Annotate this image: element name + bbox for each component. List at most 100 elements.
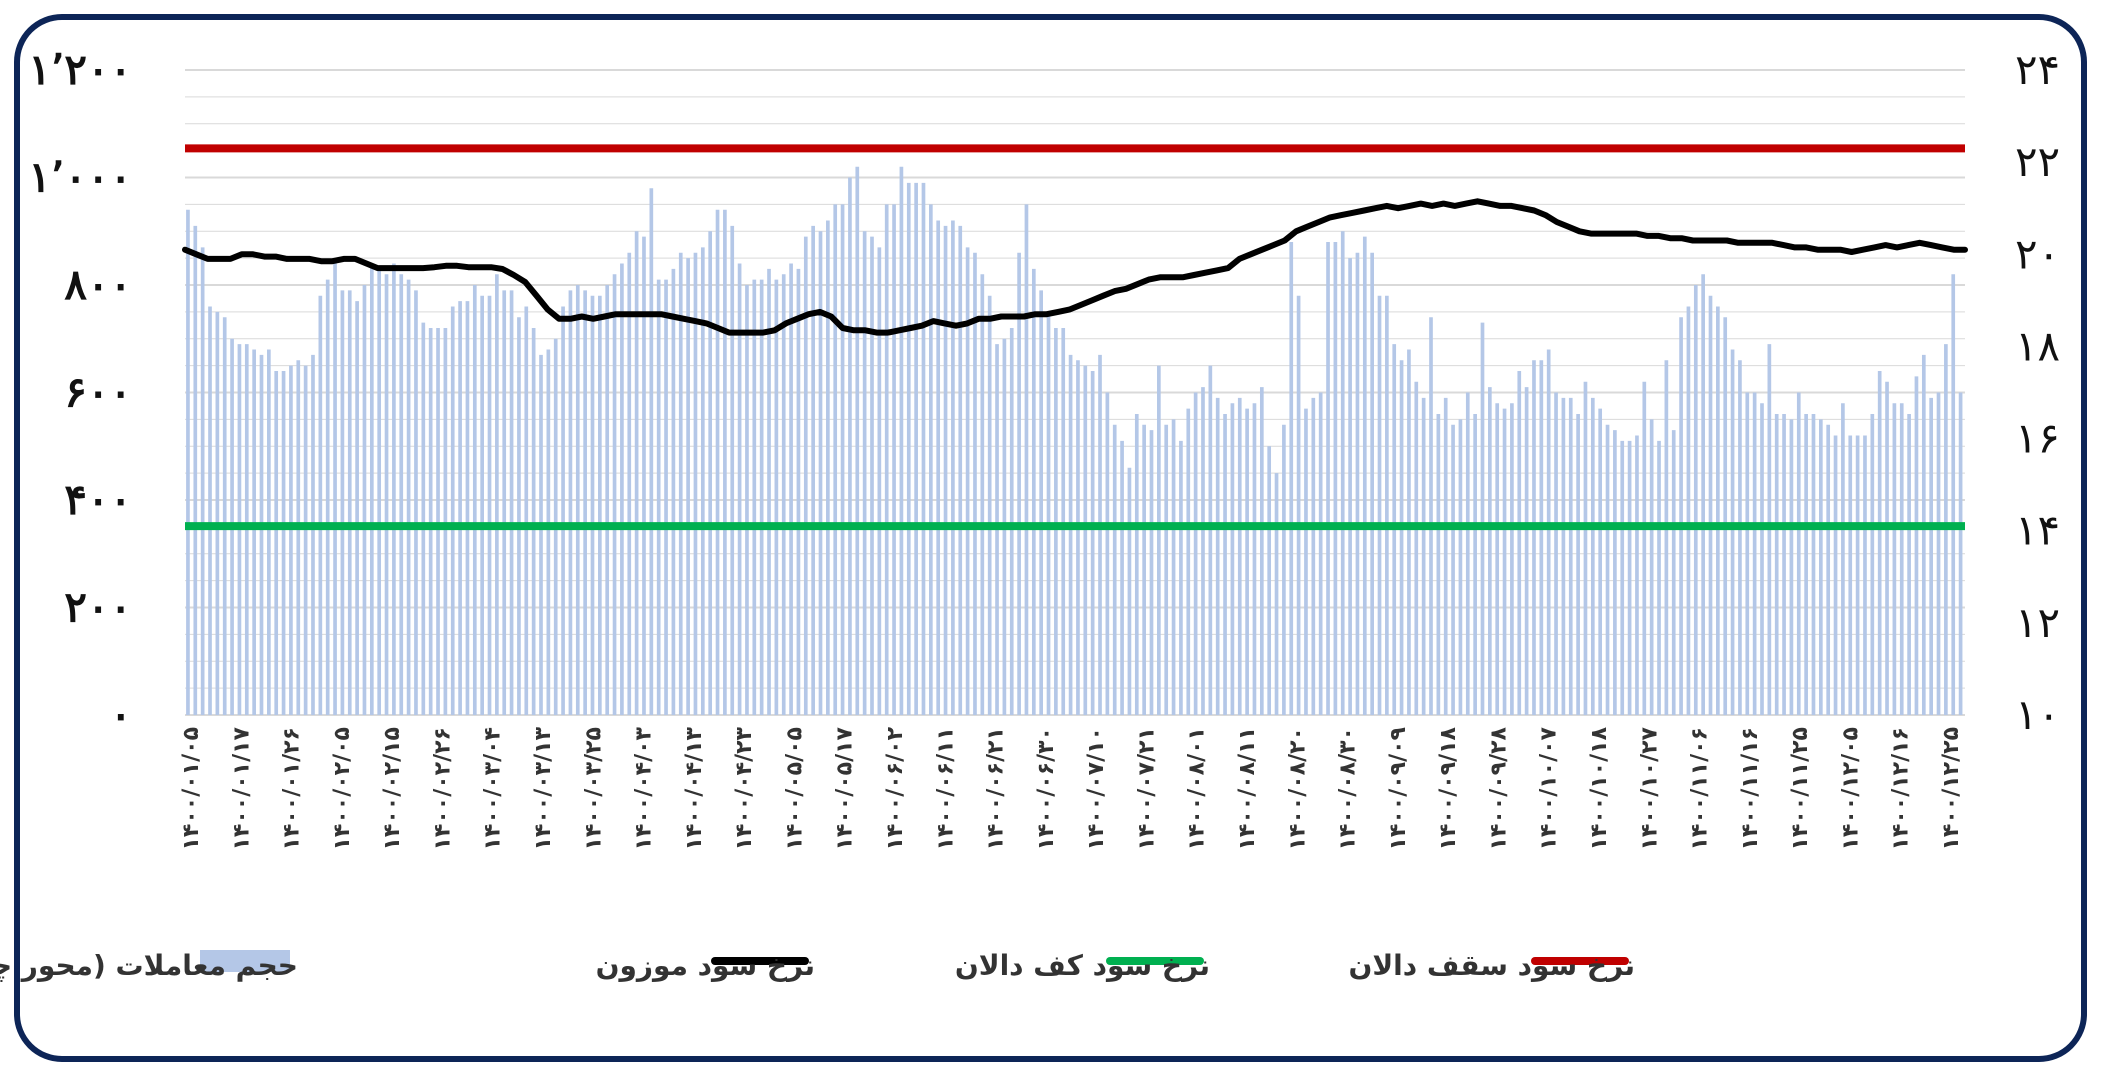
- left-tick-label: ۱٬۲۰۰: [28, 45, 132, 94]
- volume-bar: [1304, 408, 1308, 715]
- volume-bar: [414, 290, 418, 715]
- volume-bar: [1782, 414, 1786, 715]
- volume-bar: [1039, 290, 1044, 715]
- volume-bar: [539, 354, 543, 715]
- volume-bar: [1598, 408, 1603, 715]
- volume-bar: [1436, 414, 1441, 715]
- x-tick-label: ۱۴۰۰/۰۱/۱۷: [229, 726, 254, 850]
- volume-bar: [642, 236, 646, 715]
- volume-bar: [943, 225, 948, 715]
- x-tick-label: ۱۴۰۰/۰۳/۰۴: [481, 727, 506, 851]
- volume-bar: [906, 182, 911, 715]
- volume-bar: [1848, 435, 1853, 715]
- volume-bar: [1627, 440, 1632, 715]
- volume-bar: [848, 177, 852, 715]
- left-tick-label: ۰: [109, 690, 132, 739]
- volume-bar: [789, 263, 793, 715]
- volume-bar: [1590, 397, 1595, 715]
- volume-bar: [730, 225, 735, 715]
- volume-bar: [318, 295, 323, 715]
- volume-bar: [987, 295, 992, 715]
- volume-bar: [620, 263, 624, 715]
- volume-bar: [1076, 360, 1080, 715]
- volume-bar: [1620, 440, 1625, 715]
- volume-bar: [487, 295, 492, 715]
- x-tick-label: ۱۴۰۰/۰۷/۲۱: [1134, 727, 1159, 851]
- x-tick-label: ۱۴۰۰/۰۴/۱۳: [682, 726, 707, 850]
- volume-bar: [458, 301, 462, 715]
- volume-bar: [921, 182, 926, 715]
- volume-bar: [575, 285, 580, 715]
- left-tick-label: ۸۰۰: [64, 260, 132, 309]
- volume-bar: [1105, 392, 1110, 715]
- volume-bar: [870, 236, 874, 715]
- volume-bar: [1561, 397, 1566, 715]
- volume-bar: [1679, 317, 1683, 715]
- volume-bar: [1259, 387, 1264, 715]
- volume-bar: [1693, 285, 1698, 715]
- volume-bar: [495, 274, 499, 715]
- volume-bar: [1274, 473, 1279, 715]
- right-tick-label: ۱۴: [2015, 506, 2060, 555]
- volume-bar: [1326, 242, 1330, 715]
- volume-bar: [811, 225, 815, 715]
- volume-bar: [723, 209, 727, 715]
- volume-bar: [1252, 403, 1257, 715]
- volume-bar: [1017, 252, 1021, 715]
- volume-bar: [862, 231, 867, 715]
- volume-bar: [1443, 397, 1448, 715]
- volume-bar: [325, 279, 330, 715]
- volume-bar: [708, 231, 713, 715]
- volume-bar: [428, 328, 433, 715]
- right-tick-label: ۲۴: [2015, 45, 2060, 94]
- volume-bar: [737, 263, 742, 715]
- volume-bar: [951, 220, 955, 715]
- volume-bar: [1068, 354, 1073, 715]
- volume-bar: [899, 166, 904, 715]
- volume-bar: [1642, 381, 1647, 715]
- volume-bar: [1885, 381, 1889, 715]
- volume-bar: [1899, 403, 1904, 715]
- volume-bar: [1230, 403, 1235, 715]
- volume-bar: [1245, 408, 1249, 715]
- right-axis: ۱۰ ۱۲ ۱۴ ۱۶ ۱۸ ۲۰ ۲۲ ۲۴: [2015, 45, 2060, 739]
- volume-bar: [347, 290, 352, 715]
- volume-bar: [1863, 435, 1867, 715]
- volume-bar: [1818, 419, 1823, 715]
- volume-bar: [1796, 392, 1801, 715]
- volume-bar: [1517, 371, 1522, 715]
- volume-bar: [1083, 365, 1088, 715]
- volume-bar: [1760, 403, 1764, 715]
- volume-bar: [406, 279, 411, 715]
- x-tick-label: ۱۴۰۰/۰۸/۰۱: [1185, 727, 1210, 851]
- volume-bar: [193, 225, 198, 715]
- x-tick-label: ۱۴۰۰/۰۶/۱۱: [933, 727, 958, 851]
- volume-bar: [774, 279, 779, 715]
- volume-bar: [598, 295, 602, 715]
- volume-bar: [1201, 387, 1205, 715]
- legend: حجم معاملات (محور چپ) نرخ سود موزون نرخ …: [0, 949, 1635, 982]
- volume-bar: [965, 247, 970, 715]
- left-tick-label: ۴۰۰: [64, 475, 132, 524]
- volume-bar: [1583, 381, 1588, 715]
- volume-bar: [1877, 371, 1882, 715]
- volume-bar: [796, 268, 801, 715]
- volume-bar: [840, 204, 845, 715]
- volume-bar: [818, 231, 823, 715]
- x-tick-label: ۱۴۰۰/۰۹/۰۹: [1386, 727, 1411, 851]
- weighted-rate-line: [182, 198, 1968, 336]
- volume-bar: [1127, 467, 1132, 715]
- volume-bar: [252, 349, 256, 715]
- volume-bar: [715, 209, 720, 715]
- x-tick-label: ۱۴۰۰/۱۲/۱۶: [1889, 727, 1914, 851]
- volume-bar: [1723, 317, 1728, 715]
- volume-bar: [759, 279, 764, 715]
- x-tick-label: ۱۴۰۰/۰۹/۲۸: [1486, 726, 1511, 850]
- volume-bar: [1348, 258, 1352, 715]
- volume-bar: [1664, 360, 1669, 715]
- volume-bar: [1186, 408, 1191, 715]
- volume-bar: [369, 263, 374, 715]
- volume-bar: [1061, 328, 1066, 715]
- x-tick-label: ۱۴۰۰/۰۶/۳۰: [1034, 727, 1059, 851]
- volume-bar: [1451, 424, 1455, 715]
